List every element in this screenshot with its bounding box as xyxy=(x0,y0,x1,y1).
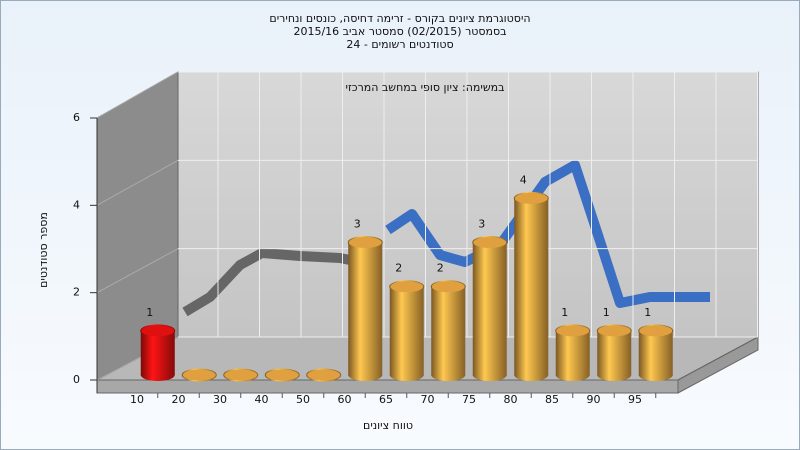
bar xyxy=(389,286,424,375)
bar xyxy=(348,242,383,375)
bar-top xyxy=(306,368,342,382)
trend-ribbon xyxy=(385,160,710,308)
x-tick-label: 10 xyxy=(130,393,144,406)
bar-top xyxy=(513,191,549,205)
x-tick-label: 40 xyxy=(255,393,269,406)
grid-line xyxy=(96,159,179,206)
x-tick-label: 50 xyxy=(296,393,310,406)
y-tick-label: 2 xyxy=(73,286,80,299)
data-label: 4 xyxy=(520,173,527,186)
bar-top xyxy=(472,236,508,249)
bar xyxy=(555,330,590,375)
trend-ribbon xyxy=(182,248,361,317)
bar xyxy=(472,242,507,375)
bar xyxy=(431,286,466,375)
bar xyxy=(597,330,632,375)
data-label: 1 xyxy=(603,306,610,319)
bar xyxy=(638,330,673,375)
floor-front xyxy=(96,379,679,394)
bar-top xyxy=(181,368,217,382)
x-tick-label: 70 xyxy=(421,393,435,406)
data-label: 1 xyxy=(644,306,651,319)
bar-top xyxy=(223,368,259,382)
x-tick-label: 60 xyxy=(338,393,352,406)
y-tick-label: 4 xyxy=(73,198,80,211)
y-axis-title: מספר סטודנטים xyxy=(37,212,50,288)
x-tick-label: 20 xyxy=(172,393,186,406)
data-label: 1 xyxy=(561,306,568,319)
bar xyxy=(140,330,175,375)
bar-top xyxy=(430,280,466,294)
data-label: 3 xyxy=(354,218,361,231)
x-tick-label: 85 xyxy=(545,393,559,406)
data-label: 1 xyxy=(146,306,153,319)
grid xyxy=(96,71,758,381)
title: בסמסטר (02/2015) סמסטר אביב 2015/16 xyxy=(293,25,506,38)
annotation: במשימה: ציון סופי במחשב המרכזי xyxy=(345,81,504,94)
bar-top xyxy=(596,324,632,338)
bar-top xyxy=(555,324,591,338)
grid-line xyxy=(96,71,179,119)
bar xyxy=(514,198,549,375)
bar-top xyxy=(264,368,300,382)
x-tick-label: 90 xyxy=(587,393,601,406)
x-tick-label: 95 xyxy=(628,393,642,406)
grid-line xyxy=(96,248,179,294)
x-tick-label: 80 xyxy=(504,393,518,406)
data-label: 2 xyxy=(395,262,402,275)
bar-top xyxy=(140,324,176,338)
x-tick-label: 30 xyxy=(213,393,227,406)
bar-top xyxy=(389,280,425,294)
bar-top xyxy=(347,236,383,249)
bar-top xyxy=(638,324,674,338)
title: היסטוגרמת ציונים בקורס - זרימה דחיסה, כו… xyxy=(269,12,530,25)
y-tick-label: 0 xyxy=(73,373,80,386)
title: סטודנטים רשומים - 24 xyxy=(346,38,453,51)
x-axis-title: טווח ציונים xyxy=(363,419,413,432)
data-label: 3 xyxy=(478,218,485,231)
x-tick-label: 75 xyxy=(462,393,476,406)
x-tick-label: 65 xyxy=(379,393,393,406)
y-tick-label: 6 xyxy=(73,111,80,124)
data-label: 2 xyxy=(437,262,444,275)
